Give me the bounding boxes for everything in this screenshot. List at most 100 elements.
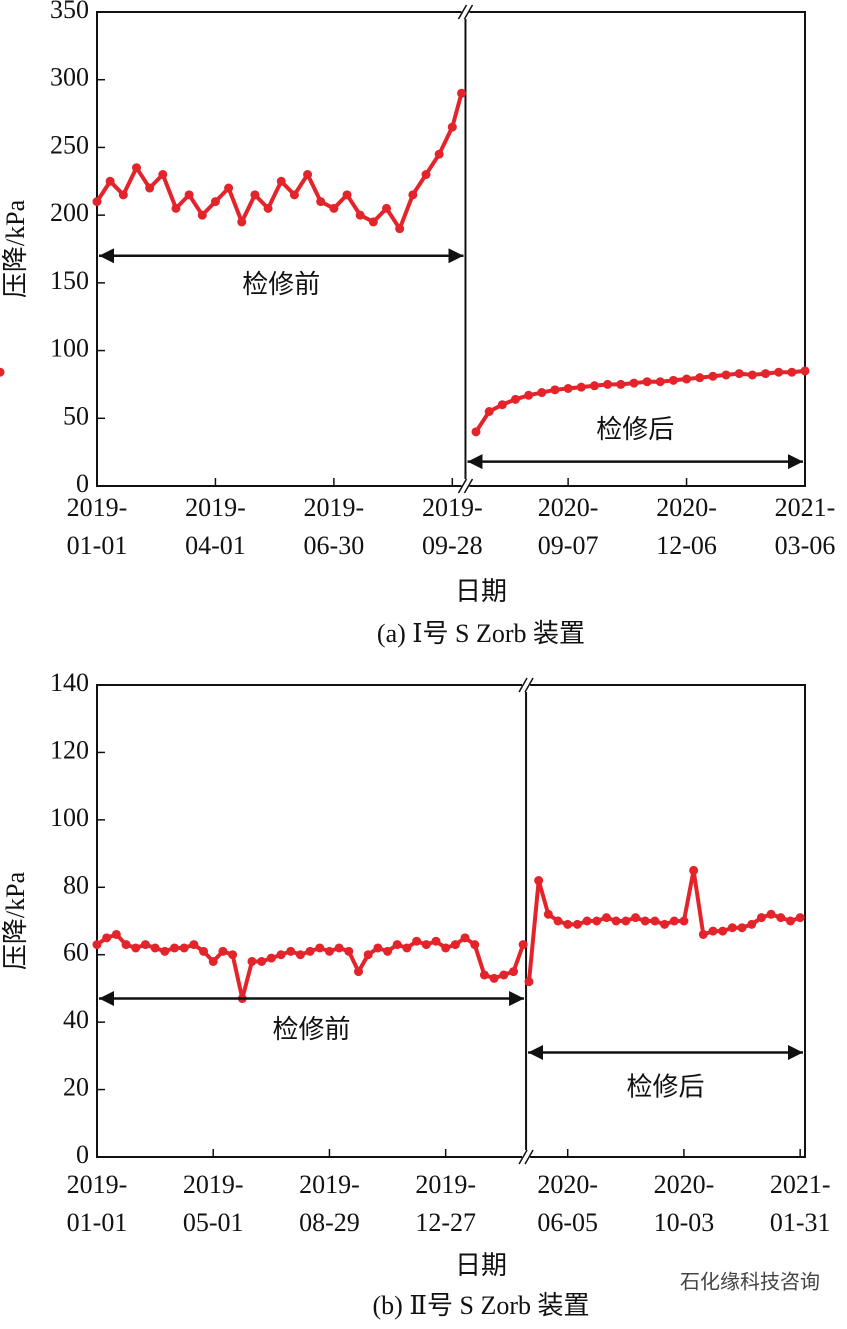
data-point <box>787 367 797 377</box>
data-point <box>257 956 267 966</box>
data-point <box>631 913 641 923</box>
x-tick-label: 2019-01-01 <box>67 493 128 560</box>
data-point <box>329 203 339 213</box>
data-point <box>553 916 563 926</box>
data-point <box>489 973 499 983</box>
break-mark <box>463 478 474 494</box>
data-point <box>218 946 228 956</box>
data-point <box>373 943 383 953</box>
data-point <box>421 170 431 180</box>
y-tick-label: 50 <box>63 401 89 430</box>
y-axis-label: 压降/kPa <box>1 871 30 970</box>
data-point <box>383 946 393 956</box>
data-point <box>682 374 692 384</box>
break-mark <box>524 677 534 693</box>
data-point <box>140 940 150 950</box>
data-point <box>431 936 441 946</box>
data-point <box>102 933 112 943</box>
data-point <box>92 197 102 207</box>
data-point <box>460 933 470 943</box>
data-point <box>412 936 422 946</box>
data-point <box>611 916 621 926</box>
data-point <box>402 943 412 953</box>
x-tick-label: 2019-06-30 <box>304 493 365 560</box>
data-point <box>92 940 102 950</box>
data-point <box>210 197 220 207</box>
y-tick-label: 200 <box>50 198 89 227</box>
data-point <box>727 923 737 933</box>
data-point <box>800 366 810 376</box>
data-point <box>450 940 460 950</box>
y-tick-label: 80 <box>63 870 89 899</box>
data-point <box>158 170 168 180</box>
data-point <box>316 197 326 207</box>
break-gap <box>522 1150 531 1164</box>
data-point <box>228 950 238 960</box>
data-point <box>105 176 115 186</box>
data-point <box>589 381 599 391</box>
x-axis-label: 日期 <box>455 577 507 606</box>
x-tick-label: 2019-04-01 <box>185 493 246 560</box>
y-axis-label: 压降/kPa <box>1 199 30 298</box>
break-mark <box>518 677 528 693</box>
y-tick-label: 140 <box>50 668 89 697</box>
data-point <box>395 224 405 234</box>
x-tick-label: 2020-06-05 <box>537 1170 598 1237</box>
data-point <box>669 916 679 926</box>
break-gap <box>461 479 470 493</box>
break-mark <box>457 478 468 494</box>
y-tick-label: 40 <box>63 1005 89 1034</box>
data-point <box>718 926 728 936</box>
caption: (b) Ⅱ号 S Zorb 装置 <box>373 1291 590 1320</box>
data-point <box>131 163 141 173</box>
data-point <box>434 149 444 159</box>
break-mark <box>463 4 474 20</box>
caption: (a) Ⅰ号 S Zorb 装置 <box>377 619 585 648</box>
data-point <box>145 183 155 193</box>
data-point <box>305 946 315 956</box>
data-point <box>354 967 364 977</box>
annotation: 检修前 <box>273 1015 351 1044</box>
data-point <box>621 916 631 926</box>
data-point <box>766 909 776 919</box>
y-tick-label: 120 <box>50 735 89 764</box>
x-tick-label: 2019-01-01 <box>67 1170 128 1237</box>
data-point <box>199 946 209 956</box>
data-point <box>315 943 325 953</box>
data-point <box>363 950 373 960</box>
data-point <box>601 913 611 923</box>
data-point <box>524 390 534 400</box>
data-point <box>263 203 273 213</box>
data-point <box>761 369 771 379</box>
data-point <box>708 926 718 936</box>
data-point <box>660 919 670 929</box>
data-point <box>247 956 257 966</box>
data-point <box>737 923 747 933</box>
data-point <box>408 190 418 200</box>
data-point <box>479 970 489 980</box>
data-point <box>470 940 480 950</box>
data-point <box>286 946 296 956</box>
data-point <box>576 382 586 392</box>
data-point <box>668 375 678 385</box>
data-point <box>689 865 699 875</box>
y-tick-label: 20 <box>63 1073 89 1102</box>
data-point <box>655 377 665 387</box>
y-tick-label: 300 <box>50 63 89 92</box>
data-point <box>266 953 276 963</box>
x-tick-label: 2020-10-03 <box>654 1170 715 1237</box>
data-point <box>563 383 573 393</box>
break-mark <box>518 1149 528 1165</box>
data-point <box>179 943 189 953</box>
data-point <box>563 919 573 929</box>
data-point <box>111 929 121 939</box>
data-point <box>518 940 528 950</box>
data-point <box>534 876 544 886</box>
series-line <box>95 870 801 1000</box>
annotation: 检修后 <box>596 415 674 444</box>
plot-frame <box>96 684 806 1158</box>
annotation: 检修后 <box>627 1073 705 1102</box>
data-point <box>629 378 639 388</box>
annotation: 检修前 <box>242 270 320 299</box>
